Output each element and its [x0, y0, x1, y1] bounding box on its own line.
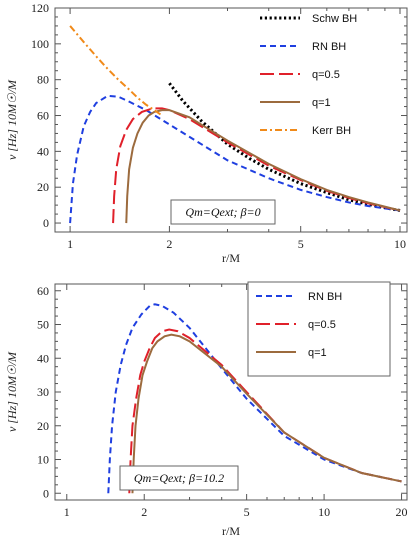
series-line-rn-bh [69, 94, 401, 224]
legend-label: RN BH [308, 291, 342, 303]
x-tick-label: 20 [396, 505, 408, 519]
legend-label: Kerr BH [312, 125, 351, 137]
x-tick-label: 5 [298, 237, 304, 251]
y-tick-label: 30 [37, 385, 49, 399]
annotation-box [170, 199, 276, 225]
annotation-text: Qm=Qext; β=0 [185, 205, 260, 219]
legend-label: q=0.5 [308, 319, 336, 331]
series-line-q-1 [131, 333, 402, 494]
y-tick-label: 20 [37, 419, 49, 433]
x-tick-label: 1 [67, 237, 73, 251]
series-line-q-0-5 [128, 328, 402, 494]
legend-label: q=1 [308, 347, 327, 359]
x-tick-label: 5 [244, 505, 250, 519]
legend-label: q=0.5 [312, 69, 340, 81]
series-line-q-1 [125, 109, 401, 224]
y-tick-label: 100 [31, 37, 49, 51]
y-axis-label: ν [Hz] 10M☉/M [5, 79, 19, 160]
y-tick-label: 50 [37, 318, 49, 332]
annotation-text: Qm=Qext; β=10.2 [134, 471, 224, 485]
x-tick-label: 10 [318, 505, 330, 519]
chart-panel-2: 1 2 5 10 20 0 10 20 30 40 50 60 r/M ν [Hz] 10M☉/M RN B… [5, 281, 408, 538]
y-tick-label: 60 [37, 284, 49, 298]
series-line-kerr-bh [69, 25, 163, 117]
x-axis-label: r/M [222, 251, 240, 265]
legend-box [247, 281, 391, 377]
annotation-box [119, 465, 239, 491]
y-tick-label: 20 [37, 180, 49, 194]
y-axis-label: ν [Hz] 10M☉/M [5, 351, 19, 432]
legend-label: Schw BH [312, 13, 357, 25]
y-tick-label: 10 [37, 453, 49, 467]
y-tick-label: 0 [43, 486, 49, 500]
plot-frame [54, 7, 408, 233]
y-tick-label: 40 [37, 351, 49, 365]
y-tick-label: 60 [37, 109, 49, 123]
x-tick-label: 10 [394, 237, 406, 251]
series-line-rn-bh [107, 303, 402, 494]
y-tick-label: 80 [37, 73, 49, 87]
x-axis-label: r/M [222, 524, 240, 538]
legend-label: RN BH [312, 41, 346, 53]
x-tick-label: 2 [166, 237, 172, 251]
x-tick-label: 1 [64, 505, 70, 519]
legend-label: q=1 [312, 97, 331, 109]
y-tick-label: 40 [37, 144, 49, 158]
y-tick-label: 120 [31, 1, 49, 15]
x-tick-label: 2 [141, 505, 147, 519]
y-tick-label: 0 [43, 216, 49, 230]
